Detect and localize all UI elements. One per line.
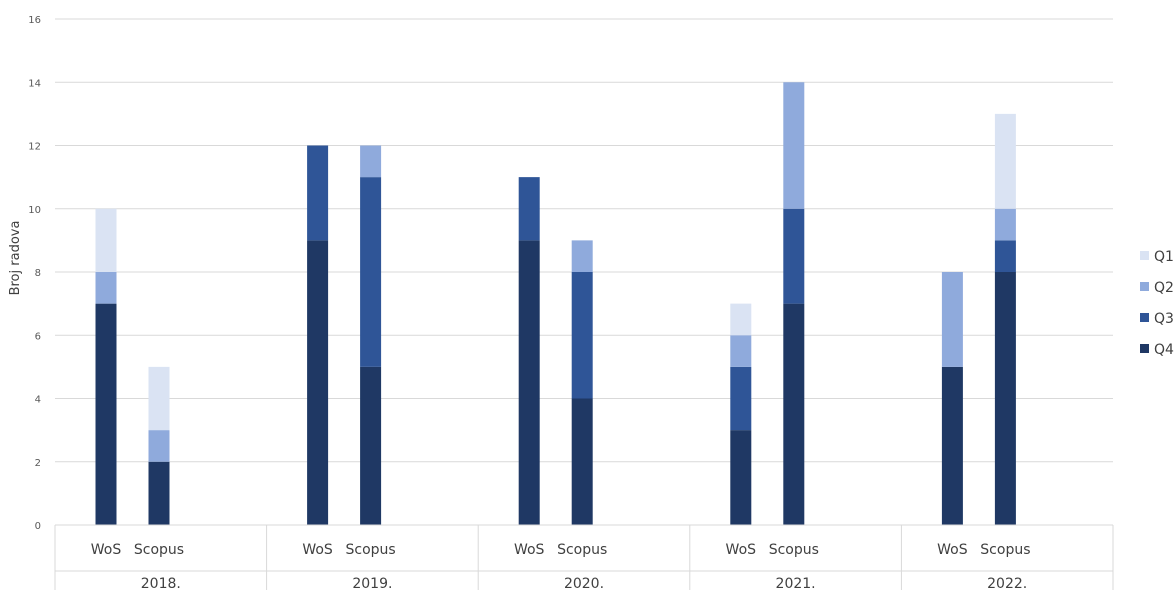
y-tick-label: 12 bbox=[28, 142, 41, 153]
legend-swatch bbox=[1140, 251, 1149, 260]
y-tick-label: 4 bbox=[35, 395, 41, 406]
bar-segment-q4 bbox=[730, 430, 752, 525]
y-tick-label: 8 bbox=[35, 268, 41, 279]
axes: 0 2 4 6 8 10 12 14 16 WoS Scopus 2018. WoS Scopus 2019… bbox=[28, 15, 1114, 590]
bar-segment-q1 bbox=[95, 208, 117, 272]
group-label: 2018. bbox=[141, 576, 181, 590]
bar-segment-q1 bbox=[994, 113, 1016, 209]
bar-segment-q1 bbox=[148, 366, 170, 431]
y-tick-label: 0 bbox=[35, 521, 41, 532]
bar-segment-q4 bbox=[783, 303, 805, 525]
bar-segment-q2 bbox=[95, 272, 117, 304]
x-tick-label: Scopus bbox=[557, 542, 607, 558]
bar-segment-q2 bbox=[730, 335, 752, 367]
legend-label: Q4 bbox=[1154, 342, 1174, 358]
bar-segment-q3 bbox=[360, 177, 382, 367]
group-label: 2022. bbox=[987, 576, 1027, 590]
bars bbox=[95, 82, 1016, 525]
y-axis-label: Broj radova bbox=[8, 221, 23, 296]
bar-segment-q4 bbox=[360, 366, 382, 525]
legend-swatch bbox=[1140, 344, 1149, 353]
bar-segment-q3 bbox=[571, 272, 593, 399]
bar-segment-q2 bbox=[783, 82, 805, 209]
bar-segment-q3 bbox=[994, 240, 1016, 272]
x-tick-label: Scopus bbox=[345, 542, 395, 558]
bar-segment-q1 bbox=[730, 303, 752, 336]
legend-swatch bbox=[1140, 282, 1149, 291]
x-tick-label: WoS bbox=[91, 542, 122, 558]
x-tick-label: WoS bbox=[302, 542, 333, 558]
legend-swatch bbox=[1140, 313, 1149, 322]
y-tick-label: 6 bbox=[35, 331, 41, 342]
y-tick-label: 10 bbox=[28, 205, 41, 216]
bar-segment-q2 bbox=[571, 240, 593, 272]
bar-segment-q4 bbox=[95, 303, 117, 525]
x-tick-label: Scopus bbox=[134, 542, 184, 558]
bar-segment-q4 bbox=[994, 272, 1016, 525]
legend: Q1 Q2 Q3 Q4 bbox=[1140, 249, 1174, 358]
legend-label: Q1 bbox=[1154, 249, 1174, 265]
x-tick-label: Scopus bbox=[769, 542, 819, 558]
y-tick-label: 2 bbox=[35, 458, 41, 469]
x-tick-label: WoS bbox=[726, 542, 757, 558]
group-label: 2019. bbox=[352, 576, 392, 590]
bar-segment-q4 bbox=[148, 461, 170, 525]
bar-segment-q4 bbox=[518, 240, 540, 525]
bar-segment-q2 bbox=[941, 272, 963, 367]
x-tick-label: WoS bbox=[937, 542, 968, 558]
bar-segment-q4 bbox=[571, 398, 593, 525]
bar-segment-q3 bbox=[307, 145, 329, 241]
bar-segment-q3 bbox=[518, 177, 540, 241]
y-tick-label: 16 bbox=[28, 15, 41, 26]
bar-segment-q3 bbox=[730, 366, 752, 431]
group-label: 2021. bbox=[776, 576, 816, 590]
bar-segment-q4 bbox=[307, 240, 329, 525]
legend-label: Q2 bbox=[1154, 280, 1174, 296]
x-tick-label: WoS bbox=[514, 542, 545, 558]
group-label: 2020. bbox=[564, 576, 604, 590]
y-tick-label: 14 bbox=[28, 78, 41, 89]
bar-segment-q2 bbox=[994, 208, 1016, 241]
bar-segment-q2 bbox=[148, 430, 170, 462]
bar-segment-q2 bbox=[360, 145, 382, 178]
legend-label: Q3 bbox=[1154, 311, 1174, 327]
x-tick-label: Scopus bbox=[980, 542, 1030, 558]
bar-segment-q4 bbox=[941, 366, 963, 525]
bar-segment-q3 bbox=[783, 208, 805, 304]
